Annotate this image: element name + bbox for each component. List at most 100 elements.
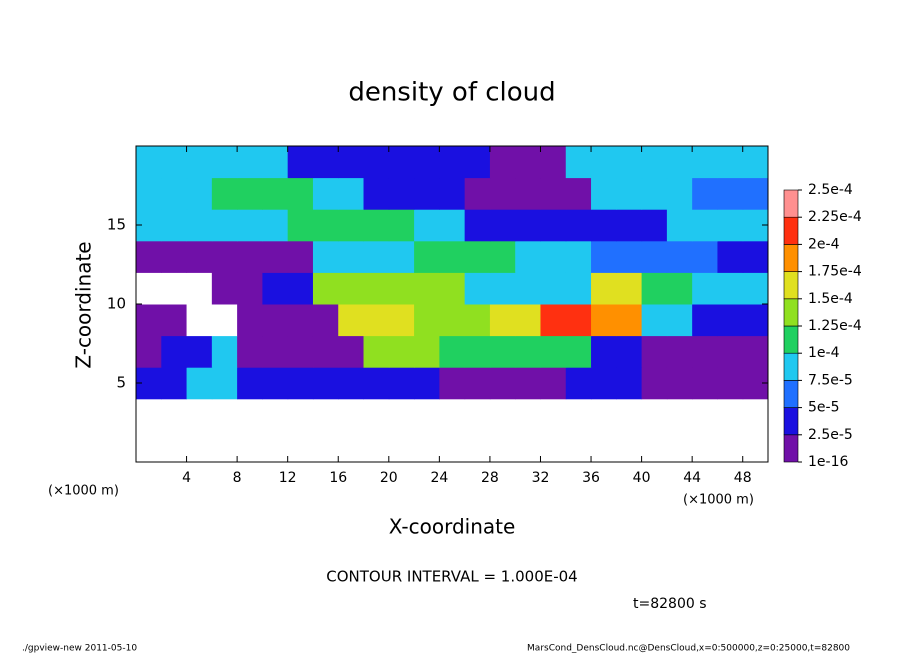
colorbar-box: [783, 216, 799, 245]
contour-cell: [666, 209, 693, 242]
contour-cell: [136, 335, 162, 368]
x-tick-label: 4: [182, 470, 191, 486]
contour-cell: [717, 367, 744, 400]
contour-cell: [439, 304, 466, 337]
x-tick-label: 12: [279, 470, 297, 486]
contour-cell: [338, 367, 365, 400]
contour-cell: [464, 177, 491, 210]
contour-cell: [338, 430, 365, 463]
contour-cell: [161, 146, 188, 179]
contour-cell: [363, 240, 390, 273]
colorbar-label: 2.5e-5: [808, 427, 853, 443]
contour-cell: [515, 304, 541, 337]
contour-cell: [666, 177, 693, 210]
contour-cell: [717, 209, 744, 242]
contour-cell: [312, 146, 339, 179]
contour-cell: [237, 240, 263, 273]
contour-cell: [237, 335, 263, 368]
contour-cell: [262, 430, 289, 463]
contour-cell: [742, 177, 769, 210]
contour-cell: [439, 367, 466, 400]
contour-cell: [540, 209, 567, 242]
contour-cell: [312, 430, 339, 463]
contour-cell: [338, 272, 365, 305]
contour-cell: [591, 398, 617, 431]
contour-cell: [211, 335, 238, 368]
contour-cell: [591, 209, 617, 242]
contour-cell: [136, 272, 162, 305]
contour-cell: [186, 398, 213, 431]
contour-cell: [742, 398, 769, 431]
contour-cell: [641, 430, 668, 463]
contour-cell: [186, 240, 213, 273]
contour-cell: [489, 209, 516, 242]
contour-cell: [540, 430, 567, 463]
contour-cell: [591, 335, 617, 368]
contour-cell: [338, 398, 365, 431]
contour-cell: [338, 177, 365, 210]
contour-cell: [591, 272, 617, 305]
colorbar-label: 5e-5: [808, 400, 839, 416]
colorbar-label: 1e-16: [808, 454, 848, 470]
contour-cell: [666, 240, 693, 273]
contour-cell: [489, 177, 516, 210]
contour-cell: [742, 146, 769, 179]
contour-cell: [489, 272, 516, 305]
contour-cell: [439, 398, 466, 431]
x-unit: (×1000 m): [48, 484, 119, 499]
contour-cell: [388, 335, 415, 368]
contour-cell: [515, 430, 541, 463]
contour-cell: [464, 430, 491, 463]
contour-cell: [717, 304, 744, 337]
contour-cell: [262, 146, 289, 179]
contour-cell: [540, 240, 567, 273]
contour-cell: [161, 398, 188, 431]
contour-cell: [186, 367, 213, 400]
contour-cell: [312, 367, 339, 400]
contour-cell: [136, 398, 162, 431]
colorbar-box: [783, 298, 799, 327]
contour-cell: [388, 367, 415, 400]
contour-cell: [363, 335, 390, 368]
contour-cell: [211, 146, 238, 179]
contour-cell: [388, 272, 415, 305]
contour-cell: [742, 272, 769, 305]
contour-cell: [666, 367, 693, 400]
contour-cell: [363, 146, 390, 179]
contour-cell: [692, 272, 718, 305]
contour-cell: [388, 304, 415, 337]
contour-cell: [515, 367, 541, 400]
contour-cell: [515, 209, 541, 242]
contour-cell: [237, 209, 263, 242]
contour-cell: [363, 304, 390, 337]
contour-cell: [641, 304, 668, 337]
contour-cell: [717, 240, 744, 273]
contour-cell: [363, 367, 390, 400]
contour-cell: [136, 304, 162, 337]
contour-cell: [464, 146, 491, 179]
contour-cell: [515, 335, 541, 368]
contour-cell: [464, 335, 491, 368]
contour-cell: [692, 146, 718, 179]
colorbar-label: 7.5e-5: [808, 372, 853, 388]
contour-cell: [186, 177, 213, 210]
contour-cell: [591, 304, 617, 337]
contour-cell: [439, 272, 466, 305]
contour-cell: [666, 272, 693, 305]
contour-cell: [464, 367, 491, 400]
colorbar-label: 2.5e-4: [808, 182, 853, 198]
contour-cell: [312, 177, 339, 210]
contour-cell: [540, 146, 567, 179]
contour-cell: [666, 304, 693, 337]
x-tick-label: 48: [734, 470, 752, 486]
contour-cell: [186, 304, 213, 337]
contour-cell: [591, 430, 617, 463]
contour-cell: [439, 209, 466, 242]
contour-cell: [414, 335, 440, 368]
colorbar-box: [783, 380, 799, 408]
contour-cell: [464, 304, 491, 337]
contour-cell: [666, 430, 693, 463]
contour-cell: [616, 398, 643, 431]
contour-cell: [211, 398, 238, 431]
